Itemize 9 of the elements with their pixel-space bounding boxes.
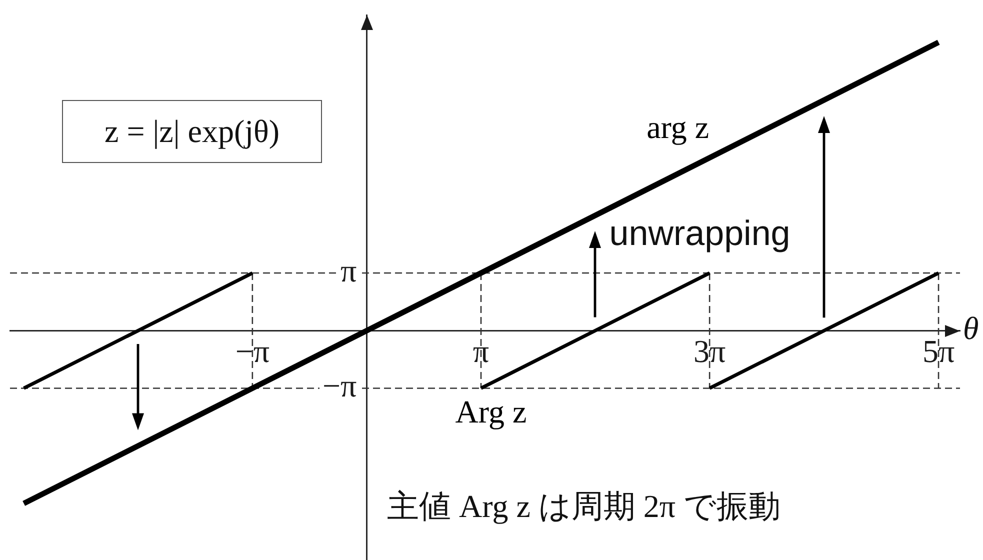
x-tick-label: π [472, 333, 490, 370]
x-tick-label: 5π [922, 333, 955, 370]
series-label: Arg z [455, 394, 527, 430]
x-tick-label: 3π [694, 333, 726, 370]
annotation: unwrapping [609, 214, 790, 254]
x-tick-label: −π [235, 333, 270, 370]
x-axis-title: θ [963, 310, 979, 346]
annotation: 主値 Arg z は周期 2π で振動 [387, 488, 781, 524]
series-label: arg z [646, 108, 710, 145]
